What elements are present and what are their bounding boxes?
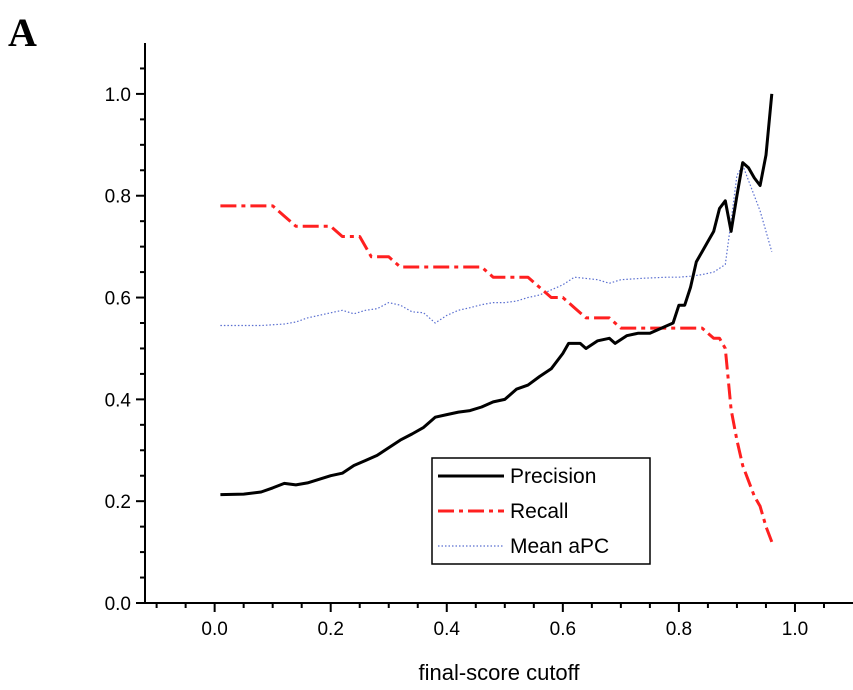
axes: 0.0 0.2 0.4 0.6 0.8 1.0 0.0 0.2 0.4 0.6 0.8 1.0 <box>105 43 853 640</box>
x-tick-label: 0.4 <box>434 619 461 640</box>
legend: Precision Recall Mean aPC <box>431 457 651 565</box>
x-tick-label: 1.0 <box>782 619 808 640</box>
legend-label: Precision <box>510 465 596 488</box>
series-line-recall <box>220 204 774 543</box>
y-tick-label: 0.8 <box>105 187 131 208</box>
y-tick-label: 0.4 <box>105 390 132 411</box>
x-tick-label: 0.6 <box>550 619 576 640</box>
y-tick-label: 0.0 <box>105 594 131 615</box>
y-tick-label: 0.2 <box>105 492 131 513</box>
x-tick-label: 0.8 <box>666 619 692 640</box>
x-tick-label: 0.2 <box>317 619 343 640</box>
x-tick-label: 0.0 <box>201 619 227 640</box>
panel-label: A <box>8 10 37 55</box>
plot-lines <box>220 93 774 543</box>
x-axis-label: final-score cutoff <box>418 660 580 685</box>
legend-label: Recall <box>510 500 568 523</box>
series-line-precision <box>220 93 774 497</box>
series-line-mean-apc <box>220 164 773 327</box>
legend-label: Mean aPC <box>510 535 609 558</box>
y-tick-label: 0.6 <box>105 289 131 310</box>
y-tick-label: 1.0 <box>105 85 131 106</box>
